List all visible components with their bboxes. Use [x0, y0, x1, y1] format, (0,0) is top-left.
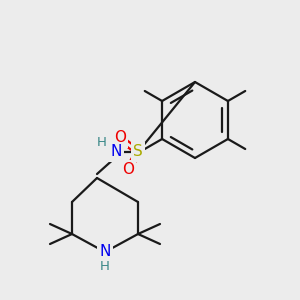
- Text: S: S: [133, 145, 143, 160]
- Text: O: O: [122, 163, 134, 178]
- Text: H: H: [97, 136, 107, 148]
- Text: N: N: [110, 145, 122, 160]
- Text: O: O: [114, 130, 126, 146]
- Text: H: H: [100, 260, 110, 274]
- Text: N: N: [99, 244, 111, 260]
